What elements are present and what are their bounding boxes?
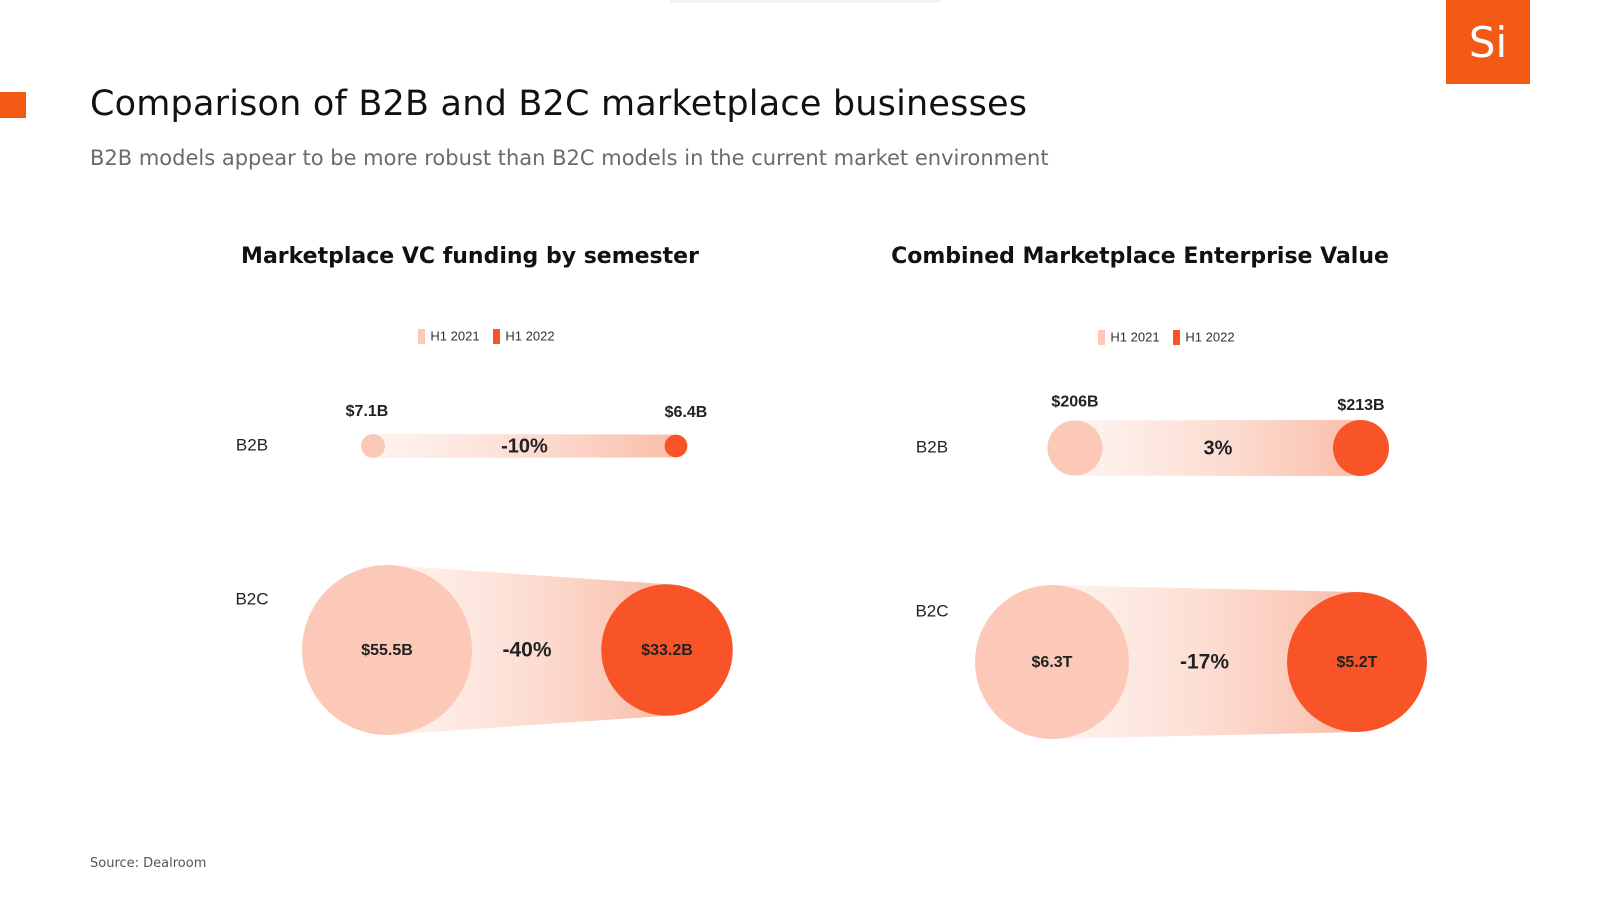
page-title: Comparison of B2B and B2C marketplace bu… bbox=[90, 84, 1028, 124]
legend-swatch-h1-2022 bbox=[1173, 330, 1180, 345]
value-label-h1-2021: $55.5B bbox=[361, 642, 413, 659]
top-divider bbox=[670, 0, 940, 3]
bubble-h1-2022 bbox=[1287, 592, 1427, 732]
bubble-h1-2021 bbox=[975, 585, 1129, 739]
change-band bbox=[1052, 585, 1357, 739]
value-label-h1-2022: $6.4B bbox=[665, 404, 708, 421]
change-label: -17% bbox=[1180, 651, 1229, 674]
legend-label-h1-2021: H1 2021 bbox=[1110, 329, 1159, 344]
value-label-h1-2021: $6.3T bbox=[1032, 654, 1073, 671]
bubble-h1-2022 bbox=[1333, 420, 1389, 476]
row-label-b2b: B2B bbox=[236, 435, 268, 454]
accent-marker bbox=[0, 92, 26, 118]
bubble-h1-2022 bbox=[601, 584, 733, 716]
row-label-b2c: B2C bbox=[915, 601, 948, 620]
legend-swatch-h1-2021 bbox=[418, 329, 425, 344]
legend-label-h1-2022: H1 2022 bbox=[1185, 329, 1234, 344]
value-label-h1-2022: $5.2T bbox=[1337, 654, 1378, 671]
legend-swatch-h1-2021 bbox=[1098, 330, 1105, 345]
chart-title-enterprise-value: Combined Marketplace Enterprise Value bbox=[891, 244, 1389, 269]
value-label-h1-2022: $213B bbox=[1337, 397, 1384, 414]
row-label-b2c: B2C bbox=[235, 589, 268, 608]
value-label-h1-2022: $33.2B bbox=[641, 642, 693, 659]
page-subtitle: B2B models appear to be more robust than… bbox=[90, 146, 1049, 170]
change-label: -10% bbox=[501, 435, 548, 457]
change-band bbox=[373, 434, 676, 458]
change-label: -40% bbox=[502, 639, 551, 662]
value-label-h1-2021: $7.1B bbox=[346, 403, 389, 420]
bubble-h1-2021 bbox=[302, 565, 472, 735]
change-band bbox=[1075, 420, 1361, 476]
legend-swatch-h1-2022 bbox=[493, 329, 500, 344]
bubble-h1-2021 bbox=[361, 434, 385, 458]
legend-label-h1-2022: H1 2022 bbox=[505, 328, 554, 343]
bubble-h1-2021 bbox=[1047, 420, 1103, 476]
source-note: Source: Dealroom bbox=[90, 856, 207, 871]
value-label-h1-2021: $206B bbox=[1051, 394, 1098, 411]
chart-title-vc-funding: Marketplace VC funding by semester bbox=[241, 244, 699, 269]
bubble-h1-2022 bbox=[664, 434, 688, 458]
legend-label-h1-2021: H1 2021 bbox=[430, 328, 479, 343]
change-label: 3% bbox=[1204, 437, 1233, 459]
row-label-b2b: B2B bbox=[916, 437, 948, 456]
brand-logo: Si bbox=[1446, 0, 1530, 84]
